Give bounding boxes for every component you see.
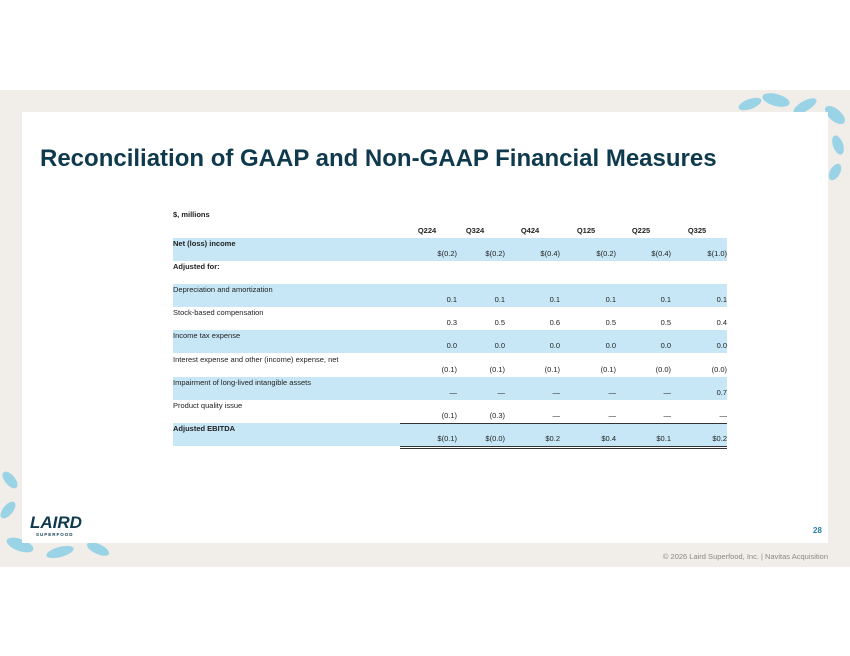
cell-value: $(0.2)	[596, 249, 616, 258]
cell-value: —	[552, 387, 561, 397]
column-header: Q324	[465, 226, 485, 235]
row-background	[173, 376, 727, 400]
cell-value: $(0.1)	[437, 433, 457, 443]
row-label: Interest expense and other (income) expe…	[173, 354, 339, 364]
cell-value: 0.0	[716, 341, 727, 351]
row-background	[173, 330, 727, 354]
cell-value: 0.1	[446, 295, 457, 305]
page-number: 28	[813, 526, 822, 535]
cell-value: (0.0)	[711, 364, 727, 374]
cell-value: —	[497, 387, 506, 397]
cell-value: —	[663, 387, 672, 397]
cell-value: —	[608, 387, 617, 397]
row-label: Impairment of long-lived intangible asse…	[173, 377, 311, 387]
row-label: Depreciation and amortization	[173, 285, 273, 295]
row-label: Adjusted for:	[173, 262, 220, 272]
logo-name: LAIRD	[30, 513, 82, 532]
logo-tagline: SUPERFOOD	[36, 532, 74, 537]
cell-value: 0.5	[660, 318, 671, 328]
unit-label: $, millions	[173, 210, 210, 219]
cell-value: —	[449, 387, 458, 397]
cell-value: $(0.2)	[437, 249, 457, 258]
content-card	[22, 112, 828, 543]
row-label: Adjusted EBITDA	[173, 423, 236, 433]
cell-value: (0.1)	[441, 364, 457, 374]
cell-value: (0.0)	[655, 364, 671, 374]
cell-value: 0.0	[660, 341, 671, 351]
cell-value: 0.7	[716, 387, 727, 397]
cell-value: 0.6	[549, 318, 560, 328]
total-rule	[400, 422, 727, 424]
cell-value: $(0.4)	[651, 249, 671, 258]
slide-title: Reconciliation of GAAP and Non-GAAP Fina…	[40, 145, 717, 172]
row-background	[173, 422, 727, 446]
cell-value: 0.0	[605, 341, 616, 351]
column-header: Q424	[520, 226, 540, 235]
column-header: Q325	[687, 226, 707, 235]
cell-value: (0.1)	[441, 410, 457, 420]
cell-value: —	[719, 410, 728, 420]
total-double-rule	[400, 445, 727, 449]
cell-value: 0.1	[494, 295, 505, 305]
row-label: Income tax expense	[173, 331, 241, 341]
cell-value: —	[663, 410, 672, 420]
cell-value: 0.1	[549, 295, 560, 305]
cell-value: $(1.0)	[707, 249, 727, 258]
cell-value: 0.1	[660, 295, 671, 305]
cell-value: $0.2	[712, 433, 727, 443]
cell-value: —	[608, 410, 617, 420]
cell-value: (0.1)	[489, 364, 505, 374]
cell-value: (0.1)	[600, 364, 616, 374]
cell-value: 0.0	[494, 341, 505, 351]
column-header: Q224	[417, 226, 437, 235]
cell-value: 0.1	[716, 295, 727, 305]
cell-value: 0.3	[446, 318, 457, 328]
cell-value: 0.4	[716, 318, 727, 328]
column-header: Q125	[576, 226, 596, 235]
cell-value: 0.5	[605, 318, 616, 328]
cell-value: 0.5	[494, 318, 505, 328]
cell-value: $(0.0)	[485, 433, 505, 443]
cell-value: 0.0	[446, 341, 457, 351]
copyright: © 2026 Laird Superfood, Inc. | Navitas A…	[662, 552, 828, 561]
row-label: Net (loss) income	[173, 239, 236, 248]
cell-value: —	[552, 410, 561, 420]
cell-value: (0.3)	[489, 410, 505, 420]
row-label: Product quality issue	[173, 400, 243, 410]
row-background	[173, 284, 727, 308]
cell-value: $(0.4)	[540, 249, 560, 258]
cell-value: 0.1	[605, 295, 616, 305]
cell-value: $0.1	[656, 433, 671, 443]
row-background	[173, 238, 727, 262]
cell-value: (0.1)	[544, 364, 560, 374]
cell-value: $0.2	[545, 433, 560, 443]
cell-value: 0.0	[549, 341, 560, 351]
row-label: Stock-based compensation	[173, 308, 264, 318]
column-header: Q225	[631, 226, 651, 235]
cell-value: $0.4	[601, 433, 616, 443]
cell-value: $(0.2)	[485, 249, 505, 258]
